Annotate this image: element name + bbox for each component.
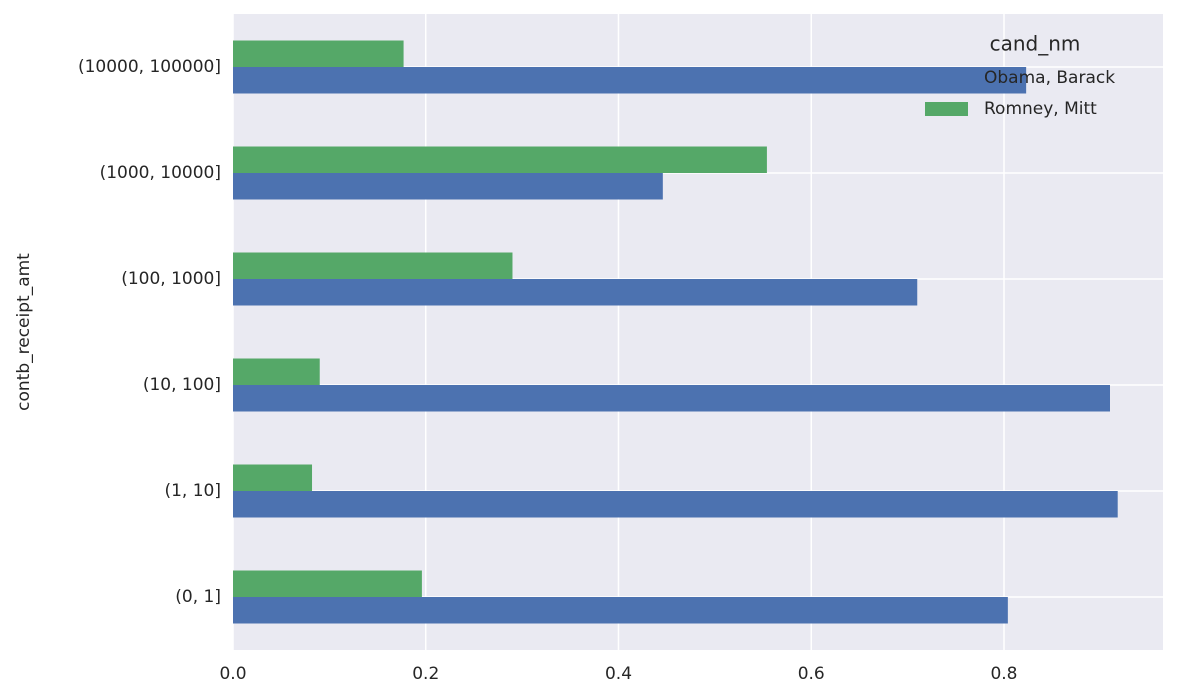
y-tick-label: (1, 10] xyxy=(164,481,221,501)
bar xyxy=(233,464,313,491)
x-tick-label: 0.2 xyxy=(412,664,439,684)
bar xyxy=(233,570,422,597)
bar xyxy=(233,146,767,173)
legend-swatch xyxy=(925,71,968,85)
y-axis-label: contb_receipt_amt xyxy=(14,253,34,411)
y-tick-label: (100, 1000] xyxy=(121,269,221,289)
y-tick-label: (1000, 10000] xyxy=(100,163,221,183)
bar xyxy=(233,491,1118,518)
bar xyxy=(233,385,1110,412)
legend-label: Romney, Mitt xyxy=(984,99,1097,119)
bar xyxy=(233,597,1008,624)
plot-background xyxy=(233,14,1163,650)
legend-swatch xyxy=(925,102,968,116)
bar xyxy=(233,173,663,200)
bar xyxy=(233,358,320,385)
x-tick-label: 0.6 xyxy=(798,664,825,684)
bar xyxy=(233,279,918,306)
x-tick-label: 0.8 xyxy=(990,664,1017,684)
legend-label: Obama, Barack xyxy=(984,68,1115,88)
x-tick-label: 0.4 xyxy=(605,664,632,684)
legend-title: cand_nm xyxy=(990,32,1081,56)
bar xyxy=(233,67,1027,94)
bar xyxy=(233,252,513,279)
x-tick-label: 0.0 xyxy=(219,664,246,684)
y-tick-label: (10, 100] xyxy=(143,375,221,395)
y-tick-label: (0, 1] xyxy=(175,587,221,607)
bar xyxy=(233,40,404,67)
y-tick-label: (10000, 100000] xyxy=(78,57,221,77)
